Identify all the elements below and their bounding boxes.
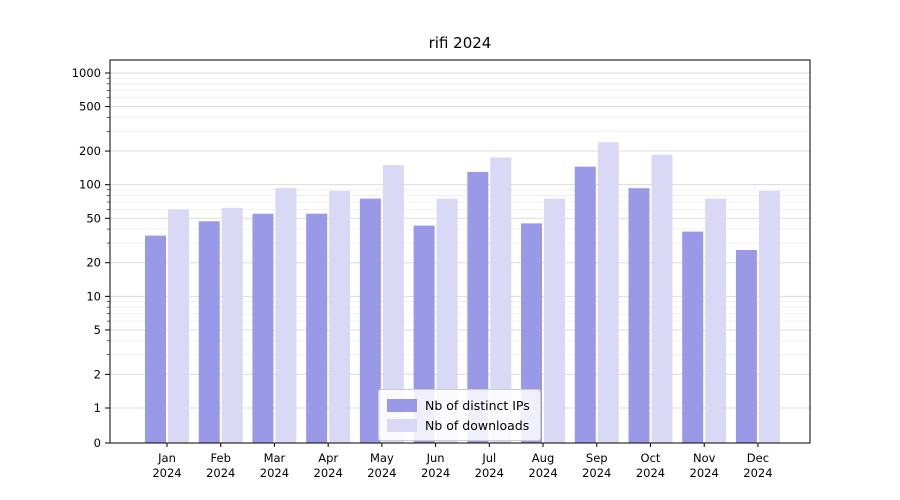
y-tick-label: 0	[94, 436, 101, 450]
bar-distinct-ips-jul	[467, 171, 489, 443]
x-tick-label-month: Oct	[641, 451, 661, 465]
x-tick-label-year: 2024	[206, 466, 235, 480]
x-tick-label-year: 2024	[690, 466, 719, 480]
bar-downloads-aug	[544, 198, 566, 443]
x-tick-label-year: 2024	[475, 466, 504, 480]
y-tick-label: 200	[79, 144, 101, 158]
x-tick-label-month: Apr	[318, 451, 338, 465]
x-tick-label-month: May	[370, 451, 394, 465]
legend-item-distinct-ips: Nb of distinct IPs	[387, 395, 530, 415]
bar-distinct-ips-mar	[252, 213, 274, 443]
bar-downloads-jun	[436, 198, 458, 443]
x-tick-label-month: Mar	[264, 451, 286, 465]
x-tick-label-month: Feb	[211, 451, 231, 465]
x-tick-label-month: Dec	[747, 451, 769, 465]
chart-title: rifi 2024	[428, 34, 492, 52]
bar-distinct-ips-aug	[521, 223, 543, 443]
x-tick-label-year: 2024	[314, 466, 343, 480]
y-tick-label: 1	[94, 401, 101, 415]
bar-downloads-feb	[221, 207, 243, 443]
y-tick-label: 10	[86, 289, 101, 303]
bar-distinct-ips-jan	[145, 235, 166, 443]
legend-item-downloads: Nb of downloads	[387, 415, 530, 435]
x-tick-label-year: 2024	[421, 466, 450, 480]
legend-swatch-distinct-ips	[387, 398, 417, 412]
bar-downloads-oct	[651, 154, 673, 443]
x-tick-label-month: Sep	[586, 451, 608, 465]
legend-swatch-downloads	[387, 418, 417, 432]
x-tick-label-year: 2024	[367, 466, 396, 480]
bar-distinct-ips-may	[359, 198, 381, 443]
x-tick-label-year: 2024	[260, 466, 289, 480]
bar-downloads-mar	[275, 188, 297, 443]
bar-distinct-ips-dec	[735, 249, 757, 443]
x-tick-label-year: 2024	[152, 466, 181, 480]
legend-label-downloads: Nb of downloads	[425, 417, 530, 433]
plot-border	[109, 59, 811, 444]
bar-downloads-jul	[490, 157, 512, 444]
bar-downloads-sep	[597, 142, 619, 443]
bar-distinct-ips-sep	[574, 166, 596, 443]
y-tick-label: 500	[79, 100, 101, 114]
x-tick-label-month: Jul	[481, 451, 496, 465]
x-tick-label-year: 2024	[528, 466, 557, 480]
x-tick-label-month: Nov	[693, 451, 716, 465]
x-tick-label-year: 2024	[582, 466, 611, 480]
y-tick-label: 5	[94, 323, 101, 337]
legend: Nb of distinct IPs Nb of downloads	[378, 389, 541, 441]
bar-distinct-ips-apr	[306, 213, 328, 443]
y-tick-label: 50	[86, 211, 101, 225]
x-tick-label-month: Jun	[426, 451, 445, 465]
y-tick-label: 20	[86, 256, 101, 270]
bar-downloads-dec	[758, 190, 780, 443]
bar-downloads-nov	[705, 198, 727, 443]
bar-downloads-jan	[168, 209, 189, 443]
x-tick-label-year: 2024	[743, 466, 772, 480]
legend-label-distinct-ips: Nb of distinct IPs	[425, 397, 530, 413]
y-tick-label: 100	[79, 178, 101, 192]
bar-distinct-ips-feb	[198, 221, 220, 443]
bar-downloads-may	[382, 165, 404, 443]
bar-distinct-ips-jun	[413, 225, 435, 443]
x-tick-label-month: Jan	[157, 451, 176, 465]
y-tick-label: 2	[94, 367, 101, 381]
bar-distinct-ips-nov	[682, 231, 704, 443]
x-tick-label-month: Aug	[532, 451, 554, 465]
y-tick-label: 1000	[72, 66, 101, 80]
x-tick-label-year: 2024	[636, 466, 665, 480]
bar-distinct-ips-oct	[628, 188, 650, 443]
bar-downloads-apr	[329, 190, 351, 443]
